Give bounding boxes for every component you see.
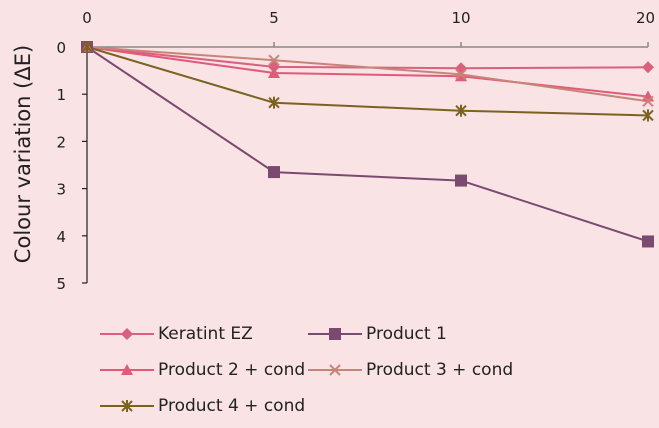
legend-item-product3: Product 3 + cond (306, 360, 513, 380)
legend-label: Product 3 + cond (366, 360, 514, 380)
legend-label: Keratint EZ (158, 324, 253, 344)
point-marker (121, 328, 133, 340)
point-marker (642, 235, 654, 248)
point-marker (268, 166, 280, 179)
point-marker (455, 68, 467, 81)
marker-stroke (268, 54, 280, 66)
series-line (86, 46, 649, 117)
legend-row: Product 2 + cond Product 3 + cond (98, 352, 638, 388)
point-marker (642, 95, 654, 107)
legend: Keratint EZ Product 1 Product 2 + cond P… (98, 316, 638, 424)
y-tick-label: 4 (56, 228, 66, 246)
legend-label: Product 2 + cond (158, 360, 306, 380)
series-line (86, 46, 649, 103)
legend-item-product2: Product 2 + cond (98, 360, 306, 380)
point-marker (81, 41, 93, 53)
legend-swatch (308, 364, 362, 376)
point-marker (329, 328, 341, 340)
marker-stroke (329, 364, 341, 376)
point-marker (268, 54, 280, 66)
point-marker (642, 61, 654, 74)
legend-swatch (100, 364, 154, 375)
series-lines (86, 46, 649, 243)
y-tick-label: 2 (56, 133, 66, 151)
legend-item-product1: Product 1 (306, 324, 447, 344)
x-tick-label: 10 (451, 9, 470, 27)
legend-row: Keratint EZ Product 1 (98, 316, 638, 352)
legend-swatch (308, 328, 362, 340)
legend-item-keratint: Keratint EZ (98, 324, 306, 344)
point-marker (268, 96, 280, 109)
y-tick-label: 1 (56, 86, 66, 104)
y-axis-label: Colour variation (ΔE) (11, 45, 35, 263)
point-marker (642, 109, 654, 122)
series-line (86, 46, 649, 98)
series-line (86, 46, 649, 243)
legend-swatch (100, 328, 154, 340)
series-line (86, 46, 649, 70)
series-markers (81, 41, 654, 248)
legend-label: Product 1 (366, 324, 447, 344)
legend-item-product4: Product 4 + cond (98, 396, 305, 416)
legend-label: Product 4 + cond (158, 396, 306, 416)
x-tick-label: 0 (82, 9, 92, 27)
point-marker (329, 364, 341, 376)
tick-labels: 0 5 10 20 0 1 2 3 4 5 (56, 9, 655, 293)
point-marker (121, 364, 133, 375)
y-tick-label: 0 (56, 39, 66, 57)
point-marker (455, 104, 467, 117)
legend-swatch (100, 400, 154, 412)
chart: 0 5 10 20 0 1 2 3 4 5 Colour variation (ΔE) (11, 9, 655, 293)
point-marker (455, 174, 467, 187)
point-marker (121, 400, 133, 412)
x-tick-label: 20 (636, 9, 655, 27)
x-tick-label: 5 (269, 9, 279, 27)
point-marker (268, 66, 280, 78)
axes (82, 42, 649, 284)
marker-stroke (455, 68, 467, 81)
y-tick-label: 5 (56, 275, 66, 293)
y-tick-label: 3 (56, 181, 66, 199)
marker-stroke (642, 95, 654, 107)
legend-row: Product 4 + cond (98, 388, 638, 424)
